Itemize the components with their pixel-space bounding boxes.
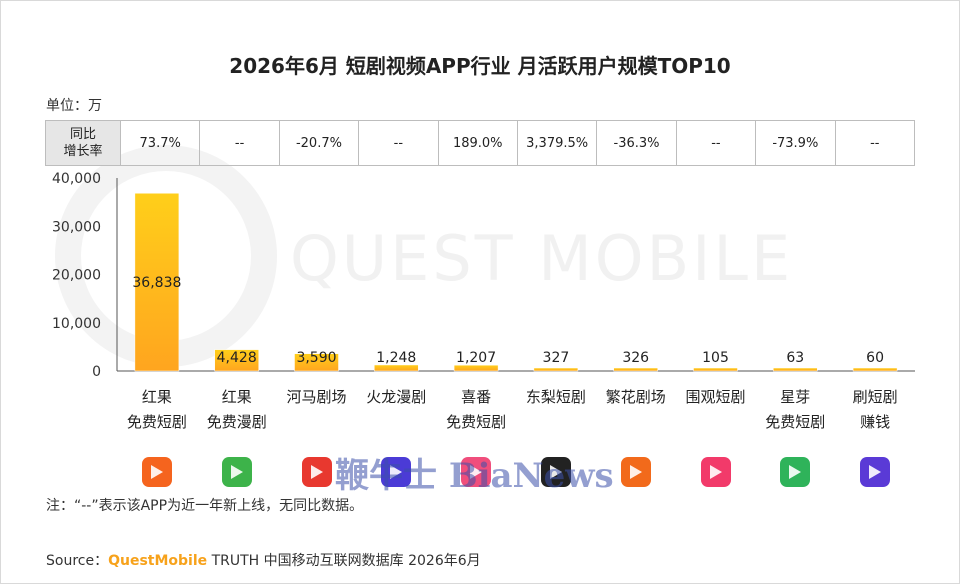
unit-label: 单位：万 — [46, 98, 102, 114]
source-brand: QuestMobile — [108, 553, 208, 569]
source-prefix: Source： — [46, 553, 109, 569]
bar-value-label: 327 — [543, 350, 570, 366]
x-tick-label: 刷短剧 — [853, 388, 898, 406]
y-tick-label: 20,000 — [52, 268, 101, 284]
overlay-watermark: 鞭牛士 BiaNews — [335, 456, 614, 496]
bar — [134, 193, 180, 372]
y-tick-label: 10,000 — [52, 316, 101, 332]
growth-rate-table: 同比 增长率 73.7% -- -20.7% -- 189.0% 3,379.5… — [45, 120, 916, 166]
bar — [294, 353, 339, 372]
y-axis: 40,000 30,000 20,000 10,000 0 — [52, 171, 915, 380]
x-tick-label: 东梨短剧 — [526, 388, 586, 406]
x-tick-label: 火龙漫剧 — [366, 388, 426, 406]
hema-app-icon — [301, 457, 332, 487]
bar — [533, 367, 579, 372]
bar-value-label: 105 — [702, 350, 729, 366]
growth-rate-cell: -- — [675, 120, 757, 166]
fanhua-app-icon — [620, 457, 651, 487]
bar-value-label: 3,590 — [296, 350, 336, 366]
shuaduanju-app-icon — [860, 457, 891, 487]
bar — [214, 349, 259, 372]
xifan-app-icon — [461, 457, 492, 487]
x-tick-label: 喜番 — [461, 388, 491, 406]
growth-rate-cell: -36.3% — [596, 120, 677, 166]
x-tick-label: 免费短剧 — [765, 413, 825, 431]
growth-rate-cell: -- — [834, 120, 916, 166]
growth-rate-cell: -73.9% — [755, 120, 836, 166]
x-tick-label: 围观短剧 — [685, 388, 745, 406]
x-tick-label: 免费短剧 — [446, 413, 506, 431]
bar — [773, 367, 818, 372]
x-tick-label: 红果 — [142, 388, 172, 406]
x-tick-label: 繁花剧场 — [606, 388, 666, 406]
x-tick-label: 星芽 — [780, 388, 810, 406]
bar-value-label: 1,207 — [456, 350, 496, 366]
x-tick-label: 赚钱 — [860, 413, 890, 431]
bar-value-label: 60 — [866, 350, 884, 366]
source-rest: TRUTH 中国移动互联网数据库 2026年6月 — [207, 553, 481, 569]
footnote: 注：“--”表示该APP为近一年新上线，无同比数据。 — [46, 498, 364, 514]
bar — [613, 367, 658, 372]
hongguo-manju-app-icon — [221, 457, 252, 487]
bar-value-label: 1,248 — [376, 350, 416, 366]
growth-rate-cell: -- — [199, 120, 280, 166]
bar-value-label: 326 — [622, 350, 649, 366]
y-tick-label: 0 — [92, 364, 101, 380]
bar — [693, 367, 738, 372]
growth-rate-cell: -20.7% — [278, 120, 360, 166]
bar — [852, 367, 898, 372]
bar-value-label: 36,838 — [132, 275, 181, 291]
bar — [374, 364, 419, 372]
weiguan-app-icon — [700, 457, 731, 487]
dongli-app-icon — [540, 457, 571, 487]
hongguo-app-icon — [141, 457, 172, 487]
growth-rate-cell: 3,379.5% — [516, 120, 598, 166]
huolong-app-icon — [381, 457, 412, 487]
growth-rate-cell: -- — [358, 120, 439, 166]
x-tick-label: 河马剧场 — [286, 388, 346, 406]
bar-value-label: 4,428 — [217, 350, 257, 366]
growth-rate-row: 同比 增长率 73.7% -- -20.7% -- 189.0% 3,379.5… — [45, 120, 916, 166]
growth-rate-cell: 73.7% — [119, 120, 201, 166]
x-tick-label: 免费漫剧 — [207, 413, 267, 431]
chart-title: 2026年6月 短剧视频APP行业 月活跃用户规模TOP10 — [229, 54, 731, 78]
growth-rate-header-line2: 增长率 — [63, 144, 103, 159]
bar — [453, 364, 499, 372]
xingya-app-icon — [780, 457, 811, 487]
x-tick-label: 红果 — [222, 388, 252, 406]
watermark-text: QUEST MOBILE — [290, 222, 794, 295]
x-tick-label: 免费短剧 — [127, 413, 187, 431]
bars-group: 36,838 4,428 3,590 1,248 1,207 327 326 105 63 60 — [132, 193, 898, 372]
y-tick-label: 40,000 — [52, 171, 101, 187]
source-line: Source：QuestMobile TRUTH 中国移动互联网数据库 2026… — [46, 550, 481, 570]
y-tick-label: 30,000 — [52, 219, 101, 235]
growth-rate-header-line1: 同比 — [69, 127, 96, 142]
growth-rate-cell: 189.0% — [437, 120, 518, 166]
bar-value-label: 63 — [786, 350, 804, 366]
